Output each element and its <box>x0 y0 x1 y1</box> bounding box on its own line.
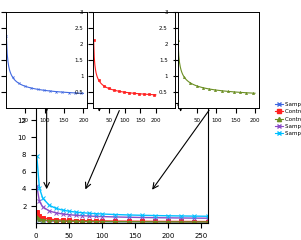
Legend: Sample 20, Control 1, Control 2, Sample 4, Sample 2: Sample 20, Control 1, Control 2, Sample … <box>272 100 301 138</box>
